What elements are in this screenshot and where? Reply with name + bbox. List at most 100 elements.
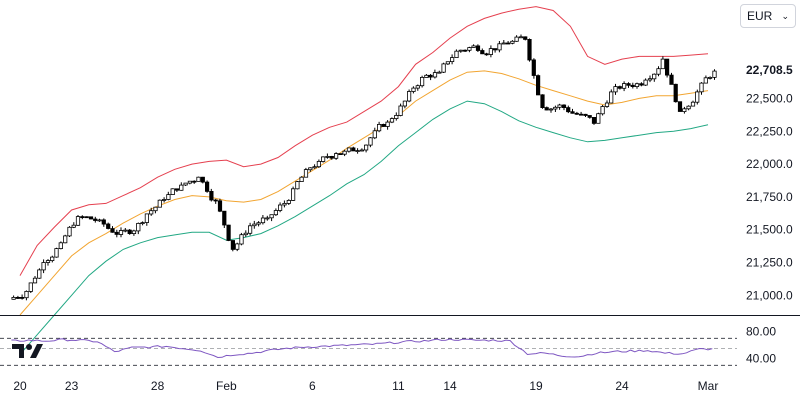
candle-body [110, 228, 115, 233]
candle-body [346, 147, 352, 152]
candle-body [531, 59, 536, 76]
candle-body [11, 296, 16, 300]
candle [462, 49, 468, 52]
candle [170, 188, 175, 196]
candle-body [376, 124, 382, 132]
candle-body [665, 58, 670, 76]
candle [157, 199, 162, 208]
candle [617, 85, 622, 90]
candle-body [695, 91, 700, 103]
candle [213, 198, 218, 204]
candle [501, 40, 506, 45]
candle [80, 215, 85, 220]
candle [252, 220, 257, 229]
tradingview-logo[interactable] [10, 340, 46, 360]
rsi-line [11, 338, 713, 359]
candle-body [88, 216, 94, 220]
candle-body [217, 200, 223, 212]
bollinger-bands [19, 6, 709, 355]
tradingview-logo-dot [26, 344, 32, 350]
candle-body [144, 213, 149, 223]
candle-body [686, 105, 691, 110]
candle-body [351, 147, 356, 152]
candle [368, 137, 373, 148]
candle [600, 105, 605, 116]
candle [695, 89, 700, 105]
candle [523, 36, 528, 41]
chevron-down-icon: ⌄ [781, 11, 789, 21]
candle [570, 108, 575, 114]
candle-body [441, 63, 446, 73]
candle-body [235, 243, 240, 250]
candle [643, 78, 648, 86]
candle-body [514, 36, 519, 42]
candle-body [510, 40, 515, 44]
candle [385, 120, 390, 130]
candle [277, 202, 283, 213]
candle-body [381, 124, 386, 127]
candle-body [19, 296, 25, 299]
candle-body [269, 214, 274, 219]
candle-body [497, 43, 502, 51]
candle [402, 100, 408, 109]
candle-body [553, 106, 558, 110]
candle [161, 197, 167, 203]
candle [325, 153, 330, 159]
candle [19, 294, 25, 300]
candle [505, 41, 511, 45]
candle-body [32, 277, 38, 284]
candle-body [501, 42, 506, 45]
candle-body [406, 91, 412, 102]
candle [243, 230, 248, 237]
candle-body [626, 83, 631, 86]
candle-body [548, 108, 554, 111]
candle [686, 105, 691, 111]
candle [93, 216, 98, 223]
candle-body [527, 39, 532, 61]
candle-body [37, 269, 42, 279]
candle-body [428, 74, 433, 78]
candle-body [480, 50, 485, 55]
currency-selector[interactable]: EUR ⌄ [740, 4, 796, 28]
candle-body [114, 231, 119, 235]
candle-body [28, 282, 33, 292]
candle-body [492, 48, 498, 51]
price-tick-label: 21,750.0 [746, 190, 793, 204]
candle-body [50, 256, 55, 262]
candle [153, 206, 158, 214]
candle-body [458, 49, 463, 52]
candle [222, 210, 227, 228]
candle [604, 100, 610, 108]
candle-body [93, 218, 98, 221]
candle [531, 58, 536, 79]
candle [712, 69, 717, 80]
candle [140, 221, 145, 226]
candle [540, 94, 545, 109]
candle [359, 148, 365, 152]
time-tick-label: 19 [529, 379, 543, 393]
candle [703, 75, 708, 84]
candle [652, 73, 657, 82]
candlesticks [11, 34, 717, 301]
bollinger-middle-line [19, 70, 709, 316]
candle [497, 41, 502, 53]
candle-body [583, 113, 588, 116]
candle [475, 44, 481, 52]
candle [553, 105, 558, 112]
candle-body [484, 53, 489, 56]
candle-body [445, 61, 451, 65]
candle [622, 81, 627, 92]
candle [50, 255, 55, 263]
candle [363, 144, 369, 153]
candle [295, 181, 300, 190]
candle [127, 229, 132, 235]
candle [492, 48, 498, 53]
candle-body [15, 296, 21, 299]
candle-body [192, 180, 197, 183]
candle [110, 226, 115, 233]
candle [557, 103, 562, 110]
candle [196, 176, 201, 182]
candle-body [303, 169, 309, 178]
candle [626, 82, 631, 88]
